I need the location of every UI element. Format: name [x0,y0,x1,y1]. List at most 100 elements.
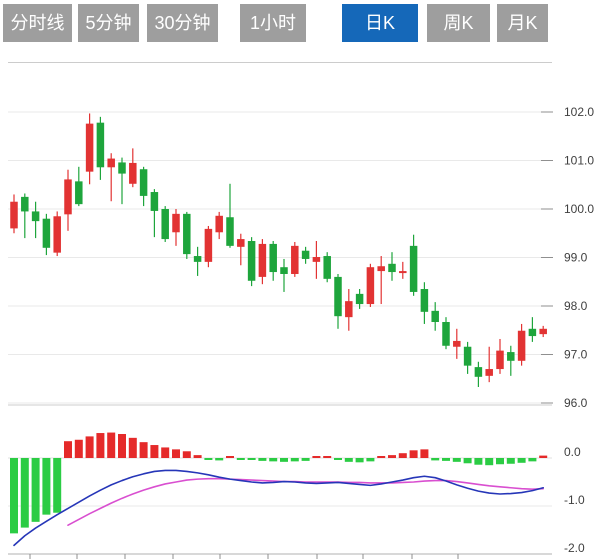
candle-body [539,328,547,335]
macd-histogram-bar [334,458,342,460]
macd-histogram-bar [172,449,180,458]
tab-1hour[interactable]: 1小时 [240,4,306,42]
macd-histogram-bar [269,458,278,462]
tab-5min[interactable]: 5分钟 [78,4,139,42]
candle-body [496,350,504,370]
candle-body [323,256,331,279]
candle-body [301,250,310,259]
candle-body [226,217,234,246]
macd-histogram-bar [409,450,418,458]
macd-histogram-bar [517,458,526,463]
tab-timeline[interactable]: 分时线 [3,4,72,42]
candle-body [118,162,126,174]
macd-histogram-bar [280,458,288,462]
candle-body [215,215,223,233]
macd-histogram-bar [236,458,245,460]
dea-line [67,477,545,527]
candle-body [366,267,375,305]
price-axis-label: 100.0 [564,202,594,216]
macd-histogram-bar [53,458,62,513]
macd-histogram-bar [31,458,40,522]
macd-histogram-bar [139,442,148,458]
candle-body [334,276,342,317]
candle-body [183,213,191,255]
macd-histogram-bar [193,455,202,458]
macd-histogram-bar [452,458,461,462]
candle-body [150,192,159,211]
tab-daily-k[interactable]: 日K [342,4,418,42]
candle-body [280,267,288,274]
macd-histogram-bar [64,441,72,458]
candle-body [442,322,450,346]
price-axis-label: 97.0 [564,348,588,362]
candle-body [345,301,353,318]
macd-histogram-bar [301,458,310,461]
candle-body [528,328,537,337]
candle-body [237,239,245,247]
candle-body [312,257,321,262]
macd-histogram-bar [96,433,105,458]
macd-histogram-bar [215,458,224,461]
macd-histogram-bar [85,436,94,458]
tab-monthly-k[interactable]: 月K [497,4,548,42]
macd-histogram-bar [323,456,332,458]
candle-body [96,122,105,168]
candle-body [85,123,94,172]
macd-histogram-bar [74,439,83,458]
macd-histogram-bar [118,434,126,458]
candle-body [258,243,267,277]
macd-axis-label: -2.0 [564,541,585,555]
candle-body [355,293,364,305]
tab-weekly-k[interactable]: 周K [427,4,490,42]
macd-histogram-bar [344,458,353,462]
candle-body [420,289,429,312]
dif-line [13,469,545,547]
candle-body [247,241,256,281]
macd-histogram-bar [355,458,364,463]
candle-body [75,181,83,205]
candle-body [31,211,40,222]
macd-histogram-bar [128,437,137,458]
candle-body [474,367,483,377]
macd-histogram-bar [539,455,548,458]
candle-body [291,245,299,274]
macd-histogram-bar [398,453,407,458]
macd-histogram-bar [204,458,213,460]
candle-body [377,266,385,272]
macd-histogram-bar [528,458,537,462]
candle-body [507,352,515,361]
candle-body [204,228,213,262]
tab-30min[interactable]: 30分钟 [147,4,218,42]
candle-body [64,179,72,215]
macd-histogram-bar [20,458,29,528]
candle-body [139,169,148,196]
period-tabbar: 分时线 5分钟 30分钟 1小时 日K 周K 月K [0,4,604,42]
macd-histogram-bar [442,458,450,461]
macd-histogram-bar [10,458,18,534]
candle-body [399,271,407,274]
macd-histogram-bar [496,458,504,465]
macd-histogram-bar [107,432,116,458]
candle-body [517,330,526,361]
candle-body [161,209,169,240]
macd-histogram-bar [485,458,494,466]
candle-body [42,218,51,248]
macd-axis-label: 0.0 [564,445,581,459]
candle-body [485,369,493,376]
candle-body [10,201,18,229]
price-axis-label: 101.0 [564,154,594,168]
candle-body [453,340,461,347]
candle-body [431,310,439,323]
macd-axis-label: -1.0 [564,493,585,507]
price-axis-label: 102.0 [564,105,594,119]
macd-histogram-bar [42,458,51,515]
macd-histogram-bar [150,445,159,458]
candle-body [269,243,277,273]
macd-histogram-bar [312,456,321,458]
candle-body [107,158,115,168]
macd-histogram-bar [474,458,483,465]
candle-body [21,196,29,212]
candle-body [129,162,137,184]
macd-histogram-bar [506,458,515,464]
